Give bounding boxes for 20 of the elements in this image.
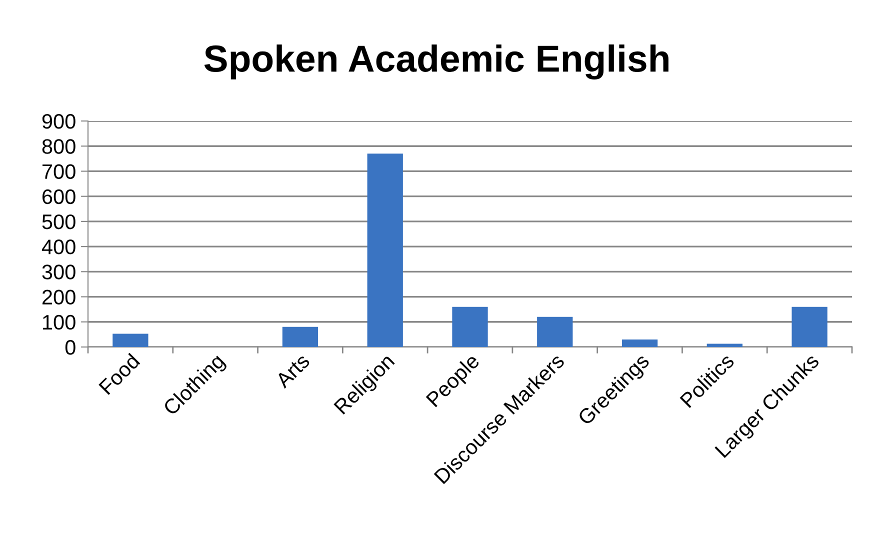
y-tick-label: 600: [42, 189, 76, 204]
chart-title: Spoken Academic English: [204, 44, 668, 80]
bar: [622, 339, 658, 347]
bar: [706, 344, 742, 347]
x-tick-label: Arts: [274, 352, 311, 389]
y-tick-label: 800: [42, 139, 76, 154]
y-tick-label: 700: [42, 164, 76, 179]
y-tick-label: 300: [42, 264, 76, 280]
bar: [452, 306, 488, 347]
y-tick-label: 200: [42, 290, 76, 305]
y-tick-label: 100: [43, 314, 76, 330]
bar: [282, 326, 318, 347]
y-tick-label: 900: [42, 114, 76, 129]
y-tick-label: 0: [65, 340, 76, 355]
bar: [792, 306, 828, 347]
bar: [537, 316, 573, 347]
bar: [367, 154, 403, 347]
bar: [112, 334, 148, 347]
y-tick-label: 400: [42, 240, 76, 254]
y-tick-label: 500: [42, 214, 76, 230]
